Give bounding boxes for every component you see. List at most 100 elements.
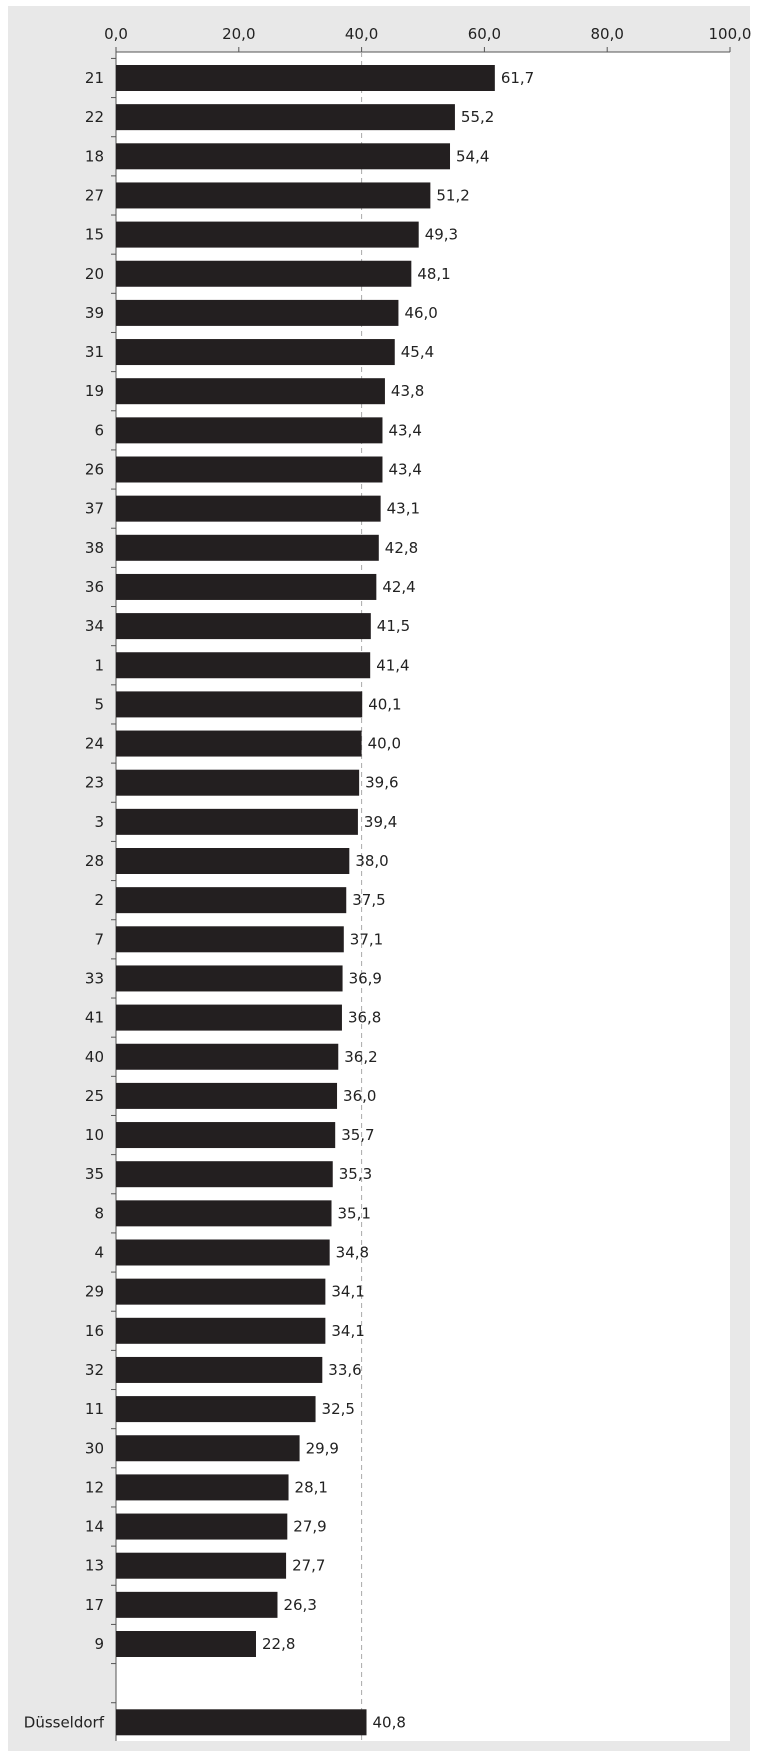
x-tick-label: 20,0: [222, 25, 255, 43]
category-label: 19: [85, 382, 104, 400]
bar: [116, 1317, 326, 1344]
bar: [116, 1356, 323, 1383]
value-label: 41,4: [376, 656, 409, 674]
value-label: 40,8: [373, 1713, 406, 1731]
bar: [116, 1709, 367, 1736]
value-label: 37,5: [352, 891, 385, 909]
category-label: 13: [85, 1557, 104, 1575]
value-label: 35,3: [339, 1165, 372, 1183]
value-label: 55,2: [461, 108, 494, 126]
x-tick-label: 60,0: [468, 25, 501, 43]
value-label: 43,1: [387, 500, 420, 518]
x-tick-label: 100,0: [709, 25, 752, 43]
value-label: 35,7: [341, 1126, 374, 1144]
bar: [116, 1591, 278, 1618]
value-label: 40,0: [368, 735, 401, 753]
category-label: 28: [85, 852, 104, 870]
bar: [116, 769, 360, 796]
value-label: 27,9: [293, 1518, 326, 1536]
category-label: 33: [85, 969, 104, 987]
category-label: 30: [85, 1439, 104, 1457]
value-label: 51,2: [436, 186, 469, 204]
bar: [116, 1552, 287, 1579]
value-label: 37,1: [350, 930, 383, 948]
category-label: 31: [85, 343, 104, 361]
value-label: 61,7: [501, 69, 534, 87]
bar: [116, 456, 383, 483]
bar: [116, 260, 412, 287]
category-label: 1: [94, 656, 104, 674]
x-tick-label: 0,0: [104, 25, 128, 43]
bar: [116, 1122, 336, 1149]
value-label: 34,1: [331, 1322, 364, 1340]
value-label: 42,4: [382, 578, 415, 596]
value-label: 39,4: [364, 813, 397, 831]
value-label: 26,3: [283, 1596, 316, 1614]
bar: [116, 534, 379, 561]
category-label: 41: [85, 1009, 104, 1027]
category-label: 22: [85, 108, 104, 126]
value-label: 36,9: [349, 969, 382, 987]
category-label: 37: [85, 500, 104, 518]
bar: [116, 1161, 333, 1188]
value-label: 34,8: [336, 1244, 369, 1262]
bar: [116, 887, 347, 914]
value-label: 43,8: [391, 382, 424, 400]
category-label: 11: [85, 1400, 104, 1418]
category-label: 7: [94, 930, 104, 948]
category-label: 8: [94, 1204, 104, 1222]
value-label: 29,9: [306, 1439, 339, 1457]
bar: [116, 613, 371, 640]
value-label: 48,1: [417, 265, 450, 283]
bar: [116, 143, 451, 170]
category-label: 32: [85, 1361, 104, 1379]
category-label: 9: [94, 1635, 104, 1653]
bar: [116, 1435, 300, 1462]
value-label: 38,0: [355, 852, 388, 870]
value-label: 43,4: [388, 461, 421, 479]
value-label: 35,1: [338, 1204, 371, 1222]
category-label: 29: [85, 1283, 104, 1301]
bar: [116, 965, 343, 992]
value-label: 42,8: [385, 539, 418, 557]
bar: [116, 691, 363, 718]
x-tick-label: 40,0: [345, 25, 378, 43]
bar: [116, 417, 383, 444]
value-label: 46,0: [404, 304, 437, 322]
bar: [116, 1513, 288, 1540]
category-label: 16: [85, 1322, 104, 1340]
category-label: 14: [85, 1518, 104, 1536]
category-label: Düsseldorf: [24, 1713, 105, 1731]
category-label: 4: [94, 1244, 104, 1262]
category-label: 39: [85, 304, 104, 322]
category-label: 3: [94, 813, 104, 831]
bar: [116, 1631, 256, 1657]
bar: [116, 1043, 339, 1070]
category-label: 15: [85, 226, 104, 244]
value-label: 28,1: [295, 1478, 328, 1496]
category-label: 34: [85, 617, 104, 635]
category-label: 27: [85, 186, 104, 204]
bar: [116, 808, 358, 835]
category-label: 2: [94, 891, 104, 909]
value-label: 34,1: [331, 1283, 364, 1301]
bar: [116, 848, 350, 874]
category-label: 20: [85, 265, 104, 283]
value-label: 36,0: [343, 1087, 376, 1105]
bar: [116, 573, 377, 600]
category-label: 10: [85, 1126, 104, 1144]
category-label: 6: [94, 421, 104, 439]
category-label: 23: [85, 774, 104, 792]
bar: [116, 104, 455, 131]
category-label: 12: [85, 1478, 104, 1496]
value-label: 43,4: [388, 421, 421, 439]
bar: [116, 1474, 289, 1501]
category-label: 26: [85, 461, 104, 479]
bar: [116, 495, 381, 522]
value-label: 36,2: [344, 1048, 377, 1066]
bar: [116, 1396, 316, 1423]
bar: [116, 652, 371, 679]
category-label: 36: [85, 578, 104, 596]
